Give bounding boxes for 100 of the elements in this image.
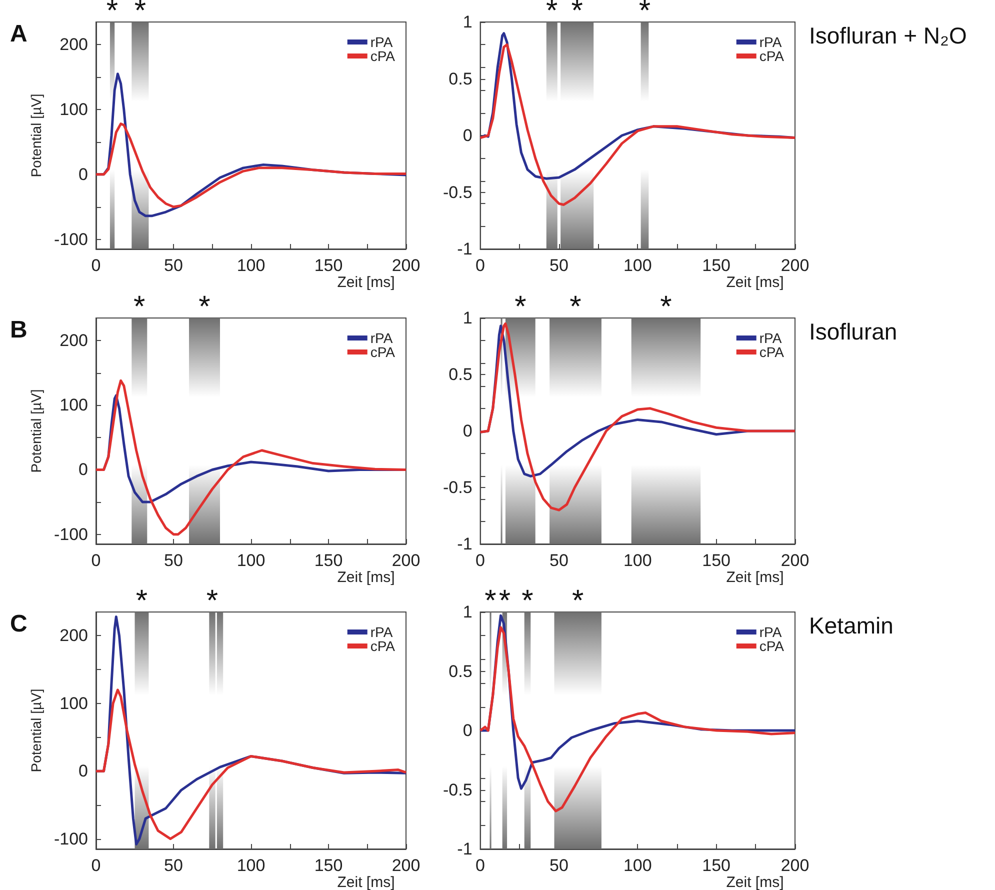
band-label: * (106, 0, 118, 28)
legend-label: rPA (759, 34, 782, 50)
x-tick-label: 50 (550, 856, 568, 875)
y-tick-label: -100 (54, 230, 88, 249)
x-tick-label: 150 (702, 256, 731, 275)
x-tick-label: 200 (780, 551, 810, 570)
band-label: * (498, 584, 511, 618)
y-tick-label: 0 (462, 422, 472, 440)
x-tick-label: 150 (314, 856, 343, 875)
y-tick-label: 1 (462, 12, 472, 32)
legend-label: rPA (370, 34, 394, 50)
y-tick-label: -0.5 (442, 478, 472, 497)
y-tick-label: 100 (60, 694, 88, 713)
x-tick-label: 0 (476, 551, 486, 570)
y-tick-label: 0.5 (448, 365, 472, 384)
x-tick-label: 50 (164, 551, 183, 570)
x-tick-label: 0 (476, 256, 486, 275)
x-tick-label: 100 (236, 551, 266, 570)
band-label: * (638, 0, 651, 28)
x-tick-label: 150 (702, 856, 731, 875)
x-axis-title: Zeit [ms] (726, 569, 784, 586)
x-tick-label: 0 (476, 856, 486, 875)
x-tick-label: 200 (780, 856, 810, 875)
band-label: * (484, 584, 497, 618)
x-tick-label: 150 (314, 551, 343, 570)
x-axis-title: Zeit [ms] (726, 874, 784, 890)
legend-label: rPA (370, 330, 394, 346)
legend-label: cPA (370, 638, 396, 654)
y-tick-label: -0.5 (442, 182, 472, 202)
x-tick-label: 0 (91, 551, 101, 570)
line-series (94, 379, 408, 536)
band-label: * (522, 584, 534, 618)
y-tick-label: 1 (462, 602, 472, 622)
band-label: * (206, 584, 218, 618)
band-label: * (546, 0, 558, 28)
chart-title: C (10, 610, 28, 638)
line-series (94, 688, 408, 840)
x-tick-label: 200 (392, 256, 420, 275)
x-tick-label: 50 (550, 551, 568, 570)
x-axis-title: Zeit [ms] (337, 569, 395, 586)
y-tick-label: -100 (54, 829, 88, 848)
legend-label: rPA (759, 624, 782, 640)
y-axis-title: Potential [µV] (28, 389, 44, 473)
y-tick-label: 1 (462, 308, 472, 328)
y-tick-label: 100 (60, 100, 88, 120)
legend-label: cPA (759, 344, 785, 360)
band-label: * (134, 290, 146, 324)
chart-title: A (10, 20, 28, 48)
y-tick-label: 200 (60, 626, 88, 646)
x-axis-title: Zeit [ms] (337, 874, 395, 890)
x-tick-label: 50 (164, 256, 183, 275)
x-tick-label: 100 (623, 551, 652, 570)
x-tick-label: 50 (164, 856, 183, 875)
y-tick-label: 0 (78, 460, 88, 480)
y-tick-label: 200 (60, 35, 88, 54)
x-tick-label: 100 (623, 256, 652, 275)
band-label: * (514, 290, 527, 324)
x-tick-label: 100 (236, 856, 266, 875)
line-series (94, 122, 408, 208)
y-tick-label: 0 (462, 126, 472, 145)
x-tick-label: 200 (780, 256, 810, 275)
x-tick-label: 100 (623, 856, 652, 875)
y-tick-label: -1 (457, 840, 472, 858)
x-tick-label: 150 (702, 551, 731, 570)
y-tick-label: 0.5 (448, 662, 472, 681)
y-tick-label: 0 (462, 721, 472, 740)
band-label: * (136, 584, 148, 618)
y-tick-label: -1 (457, 534, 472, 554)
band-label: * (572, 584, 584, 618)
band-label: * (570, 290, 582, 324)
band-label: * (134, 0, 146, 28)
legend-label: cPA (759, 48, 785, 64)
band-label: * (571, 0, 584, 28)
band-label: * (660, 290, 672, 324)
chart-title: B (10, 316, 28, 344)
y-tick-label: -1 (457, 240, 472, 258)
x-tick-label: 0 (91, 256, 101, 275)
y-tick-label: 0 (78, 762, 88, 781)
x-tick-label: 150 (314, 256, 343, 275)
y-tick-label: 0 (78, 164, 88, 184)
line-series (479, 322, 796, 512)
text: Isofluran + N₂O (809, 22, 967, 48)
x-tick-label: 100 (236, 256, 266, 275)
x-tick-label: 50 (550, 256, 568, 275)
line-series (479, 626, 796, 812)
legend-label: cPA (370, 344, 396, 360)
text: Isofluran (809, 318, 898, 344)
y-tick-label: 0.5 (448, 69, 472, 88)
x-axis-title: Zeit [ms] (337, 274, 395, 291)
y-tick-label: 100 (60, 396, 88, 415)
legend-label: cPA (370, 48, 396, 64)
text: Ketamin (809, 612, 894, 638)
legend-label: rPA (370, 624, 394, 640)
y-axis-title: Potential [µV] (28, 94, 44, 178)
y-tick-label: -100 (54, 524, 88, 544)
legend-label: cPA (759, 638, 785, 654)
y-tick-label: -0.5 (442, 780, 472, 800)
x-tick-label: 200 (392, 551, 420, 570)
x-axis-title: Zeit [ms] (726, 274, 784, 291)
band-label: * (198, 290, 211, 324)
